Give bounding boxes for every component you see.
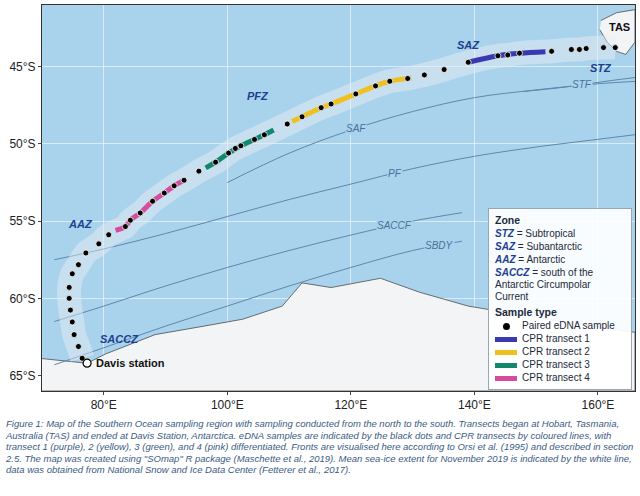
svg-text:SACCZ: SACCZ [100, 333, 139, 345]
html-text:Paired eDNA sample: Paired eDNA sample [522, 320, 615, 331]
html-text:Figure 1: Map of the Southern: Figure 1: Map of the Southern Ocean samp… [6, 418, 634, 476]
html-text:AAZ = Antarctic: AAZ = Antarctic [495, 254, 566, 265]
svg-text:PFZ: PFZ [247, 90, 269, 102]
html-text:Zone: Zone [495, 214, 521, 226]
html-text:CPR transect 1: CPR transect 1 [522, 333, 590, 344]
svg-text:STF: STF [572, 79, 592, 90]
svg-text:120°E: 120°E [334, 398, 367, 412]
html-text:SAZ = Subantarctic: SAZ = Subantarctic [495, 241, 582, 252]
svg-text:140°E: 140°E [458, 398, 491, 412]
svg-text:SBDY: SBDY [425, 240, 454, 251]
svg-text:AAZ: AAZ [68, 218, 93, 230]
svg-text:SACCF: SACCF [377, 220, 412, 231]
html-text:Sample type: Sample type [495, 306, 557, 318]
svg-text:SAZ: SAZ [457, 39, 480, 51]
html-text:CPR transect 2: CPR transect 2 [522, 346, 590, 357]
svg-text:65°S: 65°S [9, 369, 35, 383]
svg-text:Davis station: Davis station [96, 357, 165, 369]
svg-text:SAF: SAF [346, 123, 366, 134]
svg-text:PF: PF [388, 168, 402, 179]
svg-text:TAS: TAS [609, 21, 630, 33]
svg-text:80°E: 80°E [91, 398, 117, 412]
svg-text:60°S: 60°S [9, 292, 35, 306]
html-text:STZ = Subtropical: STZ = Subtropical [495, 228, 576, 239]
svg-text:50°S: 50°S [9, 137, 35, 151]
html-text:SACCZ = south of the Antarctic: SACCZ = south of the Antarctic Circumpol… [495, 267, 594, 302]
html-text:CPR transect 3: CPR transect 3 [522, 359, 590, 370]
svg-text:STZ: STZ [590, 62, 612, 74]
svg-text:55°S: 55°S [9, 214, 35, 228]
svg-text:160°E: 160°E [582, 398, 615, 412]
svg-text:100°E: 100°E [211, 398, 244, 412]
html-text:CPR transect 4: CPR transect 4 [522, 372, 590, 383]
svg-text:45°S: 45°S [9, 60, 35, 74]
